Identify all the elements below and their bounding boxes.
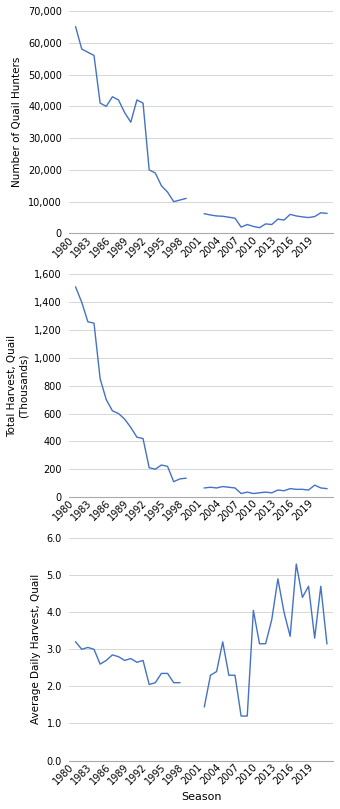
- X-axis label: Season: Season: [181, 792, 222, 802]
- Y-axis label: Total Harvest, Quail
(Thousands): Total Harvest, Quail (Thousands): [7, 335, 29, 437]
- Y-axis label: Number of Quail Hunters: Number of Quail Hunters: [13, 57, 22, 188]
- Y-axis label: Average Daily Harvest, Quail: Average Daily Harvest, Quail: [31, 574, 41, 724]
